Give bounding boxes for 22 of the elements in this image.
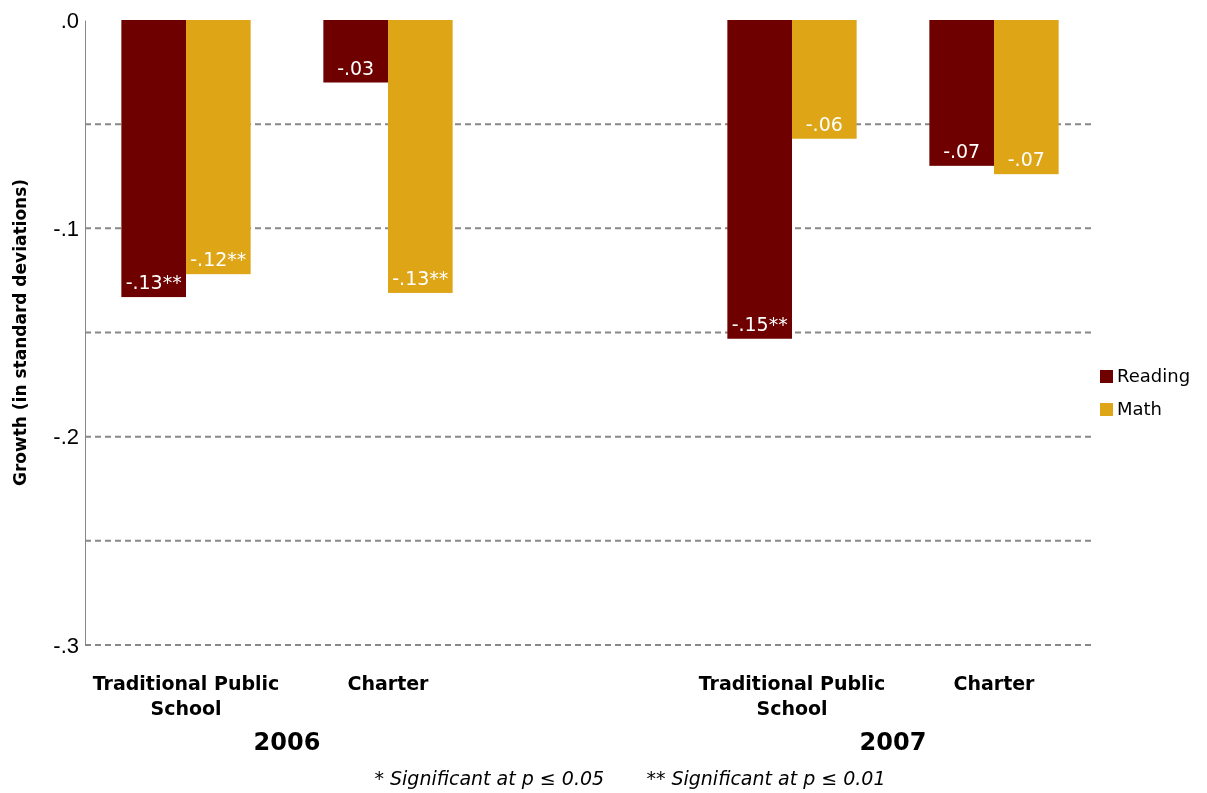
- data-label: -.07: [943, 139, 981, 162]
- data-label: -.07: [1007, 148, 1045, 171]
- x-tick-label: Traditional Public School: [92, 672, 280, 719]
- data-label: -.13**: [392, 266, 449, 289]
- x-tick-label: Charter: [953, 672, 1036, 694]
- y-tick-label: -.3: [53, 632, 79, 658]
- data-label: -.12**: [190, 248, 247, 271]
- text: * Significant at p ≤ 0.05 ** Significant at p ≤ 0.01: [374, 767, 886, 789]
- y-tick-label: .0: [60, 7, 79, 33]
- data-label: -.03: [337, 56, 375, 79]
- text: 2007: [859, 728, 927, 756]
- y-axis-title: Growth (in standard deviations): [10, 178, 30, 487]
- x-tick-label: Charter: [347, 672, 430, 694]
- legend-label: Math: [1117, 398, 1163, 419]
- data-label: -.06: [805, 112, 843, 135]
- x-tick-label: Traditional Public School: [698, 672, 886, 719]
- data-label: -.15**: [731, 312, 788, 335]
- data-label: -.13**: [125, 271, 182, 294]
- text: 2006: [253, 728, 321, 756]
- y-tick-label: -.1: [53, 215, 79, 241]
- y-tick-label: -.2: [53, 424, 79, 450]
- legend-label: Reading: [1117, 365, 1191, 386]
